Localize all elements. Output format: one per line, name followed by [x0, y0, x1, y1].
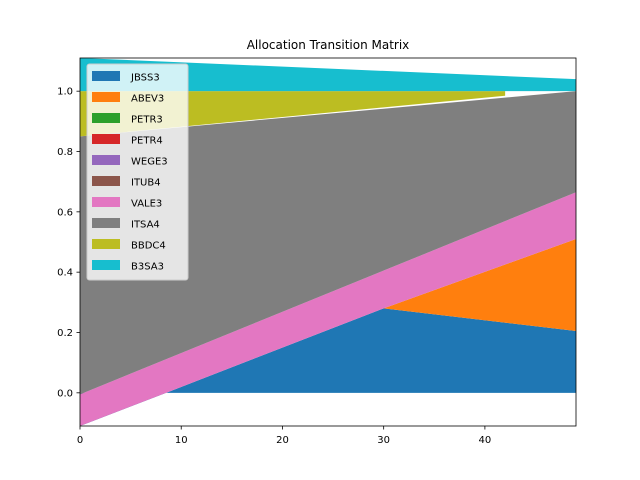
axes-frame: [79, 57, 577, 427]
legend-swatch-itsa4: [92, 218, 120, 228]
plot-area: 0 10 20 30 40 0.0 0.2 0.4 0.6 0.8 1.0 JBSS3 ABEV3 PE…: [57, 57, 577, 446]
legend-swatch-abev3: [92, 92, 120, 102]
area-abev3: [383, 238, 576, 331]
y-tick-label: 1.0: [57, 87, 73, 98]
legend-label-vale3: VALE3: [131, 199, 162, 210]
x-tick-label: 10: [175, 435, 188, 446]
legend-label-abev3: ABEV3: [131, 94, 164, 105]
legend-swatch-petr4: [92, 134, 120, 144]
legend-label-jbss3: JBSS3: [130, 73, 160, 84]
x-tick-label: 40: [479, 435, 492, 446]
legend-swatch-itub4: [92, 176, 120, 186]
area-itsa4: [80, 91, 576, 395]
legend-label-bbdc4: BBDC4: [131, 241, 166, 252]
legend: JBSS3 ABEV3 PETR3 PETR4 WEGE3 ITUB4 VALE3 ITSA4…: [86, 63, 189, 281]
x-tick-label: 20: [276, 435, 289, 446]
y-tick-label: 0.0: [57, 388, 73, 399]
legend-label-b3sa3: B3SA3: [131, 262, 164, 273]
legend-label-petr3: PETR3: [131, 115, 163, 126]
series-areas: [80, 58, 576, 426]
legend-label-petr4: PETR4: [131, 136, 163, 147]
area-jbss3: [80, 308, 576, 426]
legend-label-itub4: ITUB4: [131, 178, 161, 189]
legend-swatch-jbss3: [92, 71, 120, 81]
legend-swatch-petr3: [92, 113, 120, 123]
y-tick-label: 0.2: [57, 328, 73, 339]
x-tick-label: 30: [377, 435, 390, 446]
legend-swatch-b3sa3: [92, 260, 120, 270]
chart-title: Allocation Transition Matrix: [247, 38, 410, 52]
legend-label-wege3: WEGE3: [131, 157, 168, 168]
legend-label-itsa4: ITSA4: [131, 220, 160, 231]
area-b3sa3: [80, 58, 576, 92]
area-vale3: [80, 192, 576, 426]
y-tick-label: 0.4: [57, 268, 73, 279]
x-tick-label: 0: [77, 435, 83, 446]
y-tick-label: 0.6: [57, 207, 73, 218]
axes: 0 10 20 30 40 0.0 0.2 0.4 0.6 0.8 1.0: [57, 57, 577, 446]
y-tick-label: 0.8: [57, 147, 73, 158]
legend-swatch-vale3: [92, 197, 120, 207]
legend-swatch-bbdc4: [92, 239, 120, 249]
legend-swatch-wege3: [92, 155, 120, 165]
